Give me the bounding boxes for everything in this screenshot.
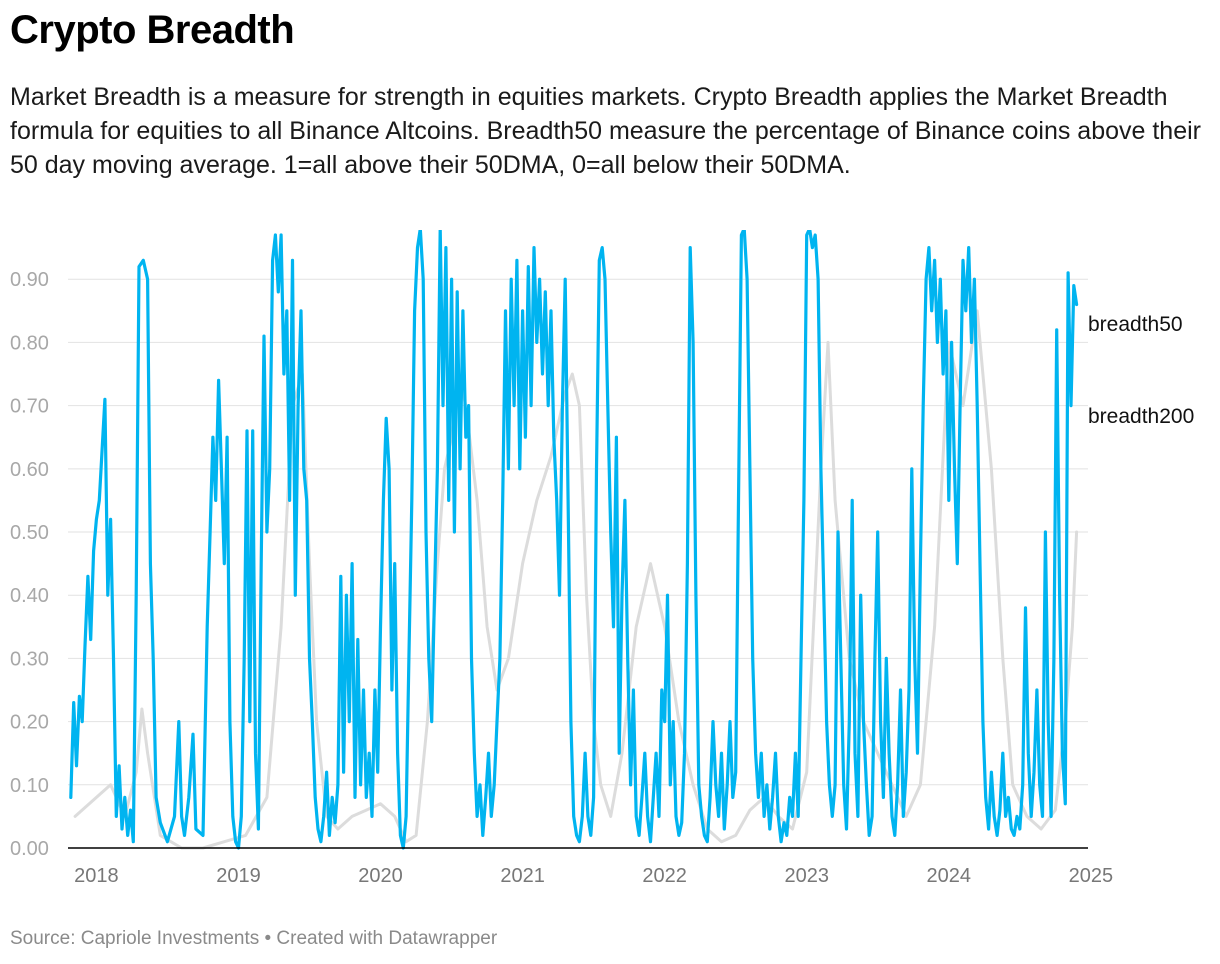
x-tick-label: 2025 (1069, 865, 1114, 887)
y-tick-label: 0.50 (10, 522, 49, 544)
y-tick-label: 0.10 (10, 775, 49, 797)
y-tick-label: 0.00 (10, 838, 49, 860)
series-line-breadth200 (73, 309, 1079, 850)
y-tick-label: 0.60 (10, 459, 49, 481)
chart-title: Crypto Breadth (10, 8, 295, 52)
y-tick-label: 0.90 (10, 269, 49, 291)
x-tick-label: 2020 (358, 865, 403, 887)
series-label-breadth50: breadth50 (1088, 313, 1183, 336)
chart-description: Market Breadth is a measure for strength… (10, 83, 1201, 179)
series-label-breadth200: breadth200 (1088, 405, 1194, 428)
source-footer: Source: Capriole Investments • Created w… (10, 928, 498, 949)
series-line-breadth50 (69, 230, 1079, 850)
x-tick-label: 2019 (216, 865, 261, 887)
x-tick-label: 2022 (642, 865, 687, 887)
x-tick-label: 2023 (784, 865, 829, 887)
y-tick-label: 0.20 (10, 712, 49, 734)
x-tick-label: 2021 (500, 865, 545, 887)
x-axis-ticks: 2018 2019 2020 2021 2022 2023 2024 2025 (74, 865, 1113, 887)
y-tick-label: 0.80 (10, 332, 49, 354)
y-tick-label: 0.70 (10, 396, 49, 418)
y-tick-label: 0.30 (10, 648, 49, 670)
line-chart: 0.00 0.10 0.20 0.30 0.40 0.50 0.60 0.70 0.80 0.90… (10, 230, 1194, 887)
gridlines (68, 278, 1088, 786)
series-lines (69, 230, 1079, 850)
y-axis-ticks: 0.00 0.10 0.20 0.30 0.40 0.50 0.60 0.70 0.80 0.90 (10, 269, 49, 860)
x-tick-label: 2018 (74, 865, 119, 887)
x-tick-label: 2024 (927, 865, 972, 887)
y-tick-label: 0.40 (10, 585, 49, 607)
